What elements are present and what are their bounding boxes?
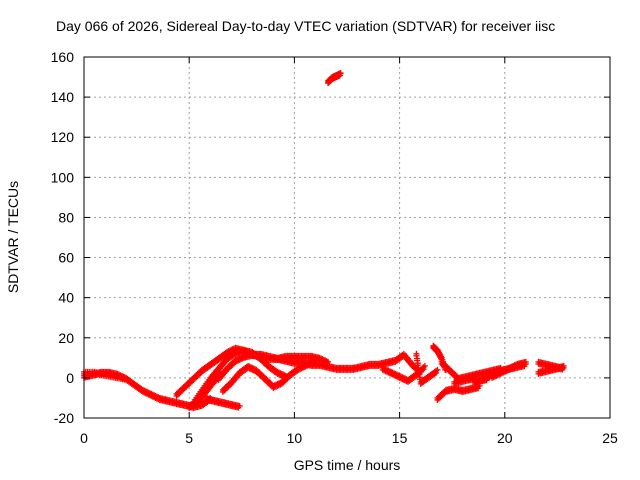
y-tick-label: 80: [58, 209, 74, 225]
series-track-r: [489, 358, 529, 381]
data-point: [415, 366, 422, 373]
data-point: [420, 366, 427, 373]
x-tick-label: 15: [392, 430, 408, 446]
chart-title: Day 066 of 2026, Sidereal Day-to-day VTE…: [56, 18, 555, 34]
series-track-f: [219, 356, 319, 395]
x-tick-label: 0: [80, 430, 88, 446]
y-tick-label: 0: [66, 370, 74, 386]
data-point: [216, 373, 223, 380]
data-point: [123, 374, 130, 381]
data-point: [413, 352, 420, 359]
data-point: [421, 362, 428, 369]
series-track-l: [413, 350, 441, 387]
data-point: [312, 356, 319, 363]
data-points: [81, 70, 567, 411]
series-track-t: [535, 362, 567, 377]
data-point: [414, 362, 421, 369]
data-point: [236, 402, 243, 409]
series-track-g: [203, 394, 243, 411]
x-tick-label: 5: [185, 430, 193, 446]
series-track-h: [186, 370, 224, 411]
data-point: [337, 70, 344, 77]
series-track-i: [325, 70, 344, 87]
y-tick-label: 40: [58, 290, 74, 306]
series-track-j: [350, 350, 424, 376]
y-tick-label: 160: [51, 49, 75, 65]
y-tick-label: 120: [51, 129, 75, 145]
axis-ticks: -20 0 20 40 60 80 100 120 140 160 0 5 10 15 20 25: [51, 49, 618, 446]
y-tick-label: 100: [51, 169, 75, 185]
y-axis-label: SDTVAR / TECUs: [5, 181, 21, 293]
x-tick-label: 25: [602, 430, 618, 446]
data-point: [433, 369, 440, 376]
grid-lines: [84, 57, 610, 418]
data-point: [434, 366, 441, 373]
data-point: [416, 371, 423, 378]
x-axis-label: GPS time / hours: [294, 457, 401, 473]
y-tick-label: 60: [58, 250, 74, 266]
series-track-o: [434, 382, 483, 403]
data-point: [560, 362, 567, 369]
data-point: [215, 374, 222, 381]
data-point: [522, 358, 529, 365]
y-tick-label: 140: [51, 89, 75, 105]
series-track-b: [81, 368, 130, 383]
data-point: [414, 357, 421, 364]
x-tick-label: 10: [287, 430, 303, 446]
data-point: [217, 370, 224, 377]
x-tick-label: 20: [497, 430, 513, 446]
y-tick-label: -20: [54, 410, 74, 426]
plot-frame: [83, 56, 611, 419]
y-tick-label: 20: [58, 330, 74, 346]
